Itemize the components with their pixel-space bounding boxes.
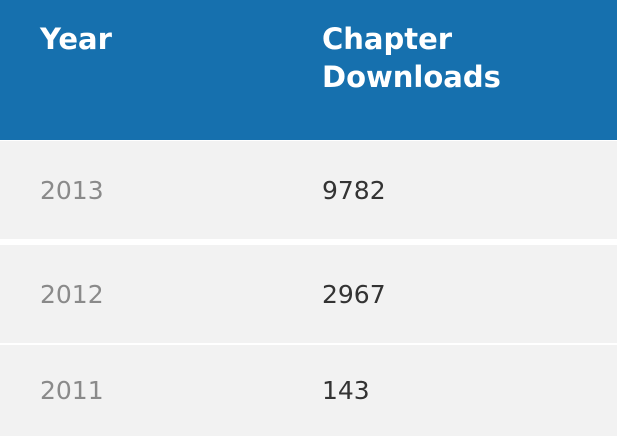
table-row: 2013 9782: [0, 141, 617, 239]
column-header-line-1: Chapter: [322, 22, 453, 56]
year-cell: 2011: [40, 376, 104, 405]
column-header-chapter-downloads: Chapter Downloads: [322, 20, 582, 96]
column-header-line-2: Downloads: [322, 60, 501, 94]
downloads-cell: 2967: [322, 279, 386, 309]
column-header-year: Year: [40, 22, 112, 56]
year-cell: 2013: [40, 175, 104, 205]
year-cell: 2012: [40, 279, 104, 309]
downloads-cell: 143: [322, 376, 370, 405]
table-row: 2012 2967: [0, 245, 617, 343]
table-header: Year Chapter Downloads: [0, 0, 617, 140]
table-row: 2011 143: [0, 345, 617, 436]
downloads-cell: 9782: [322, 175, 386, 205]
